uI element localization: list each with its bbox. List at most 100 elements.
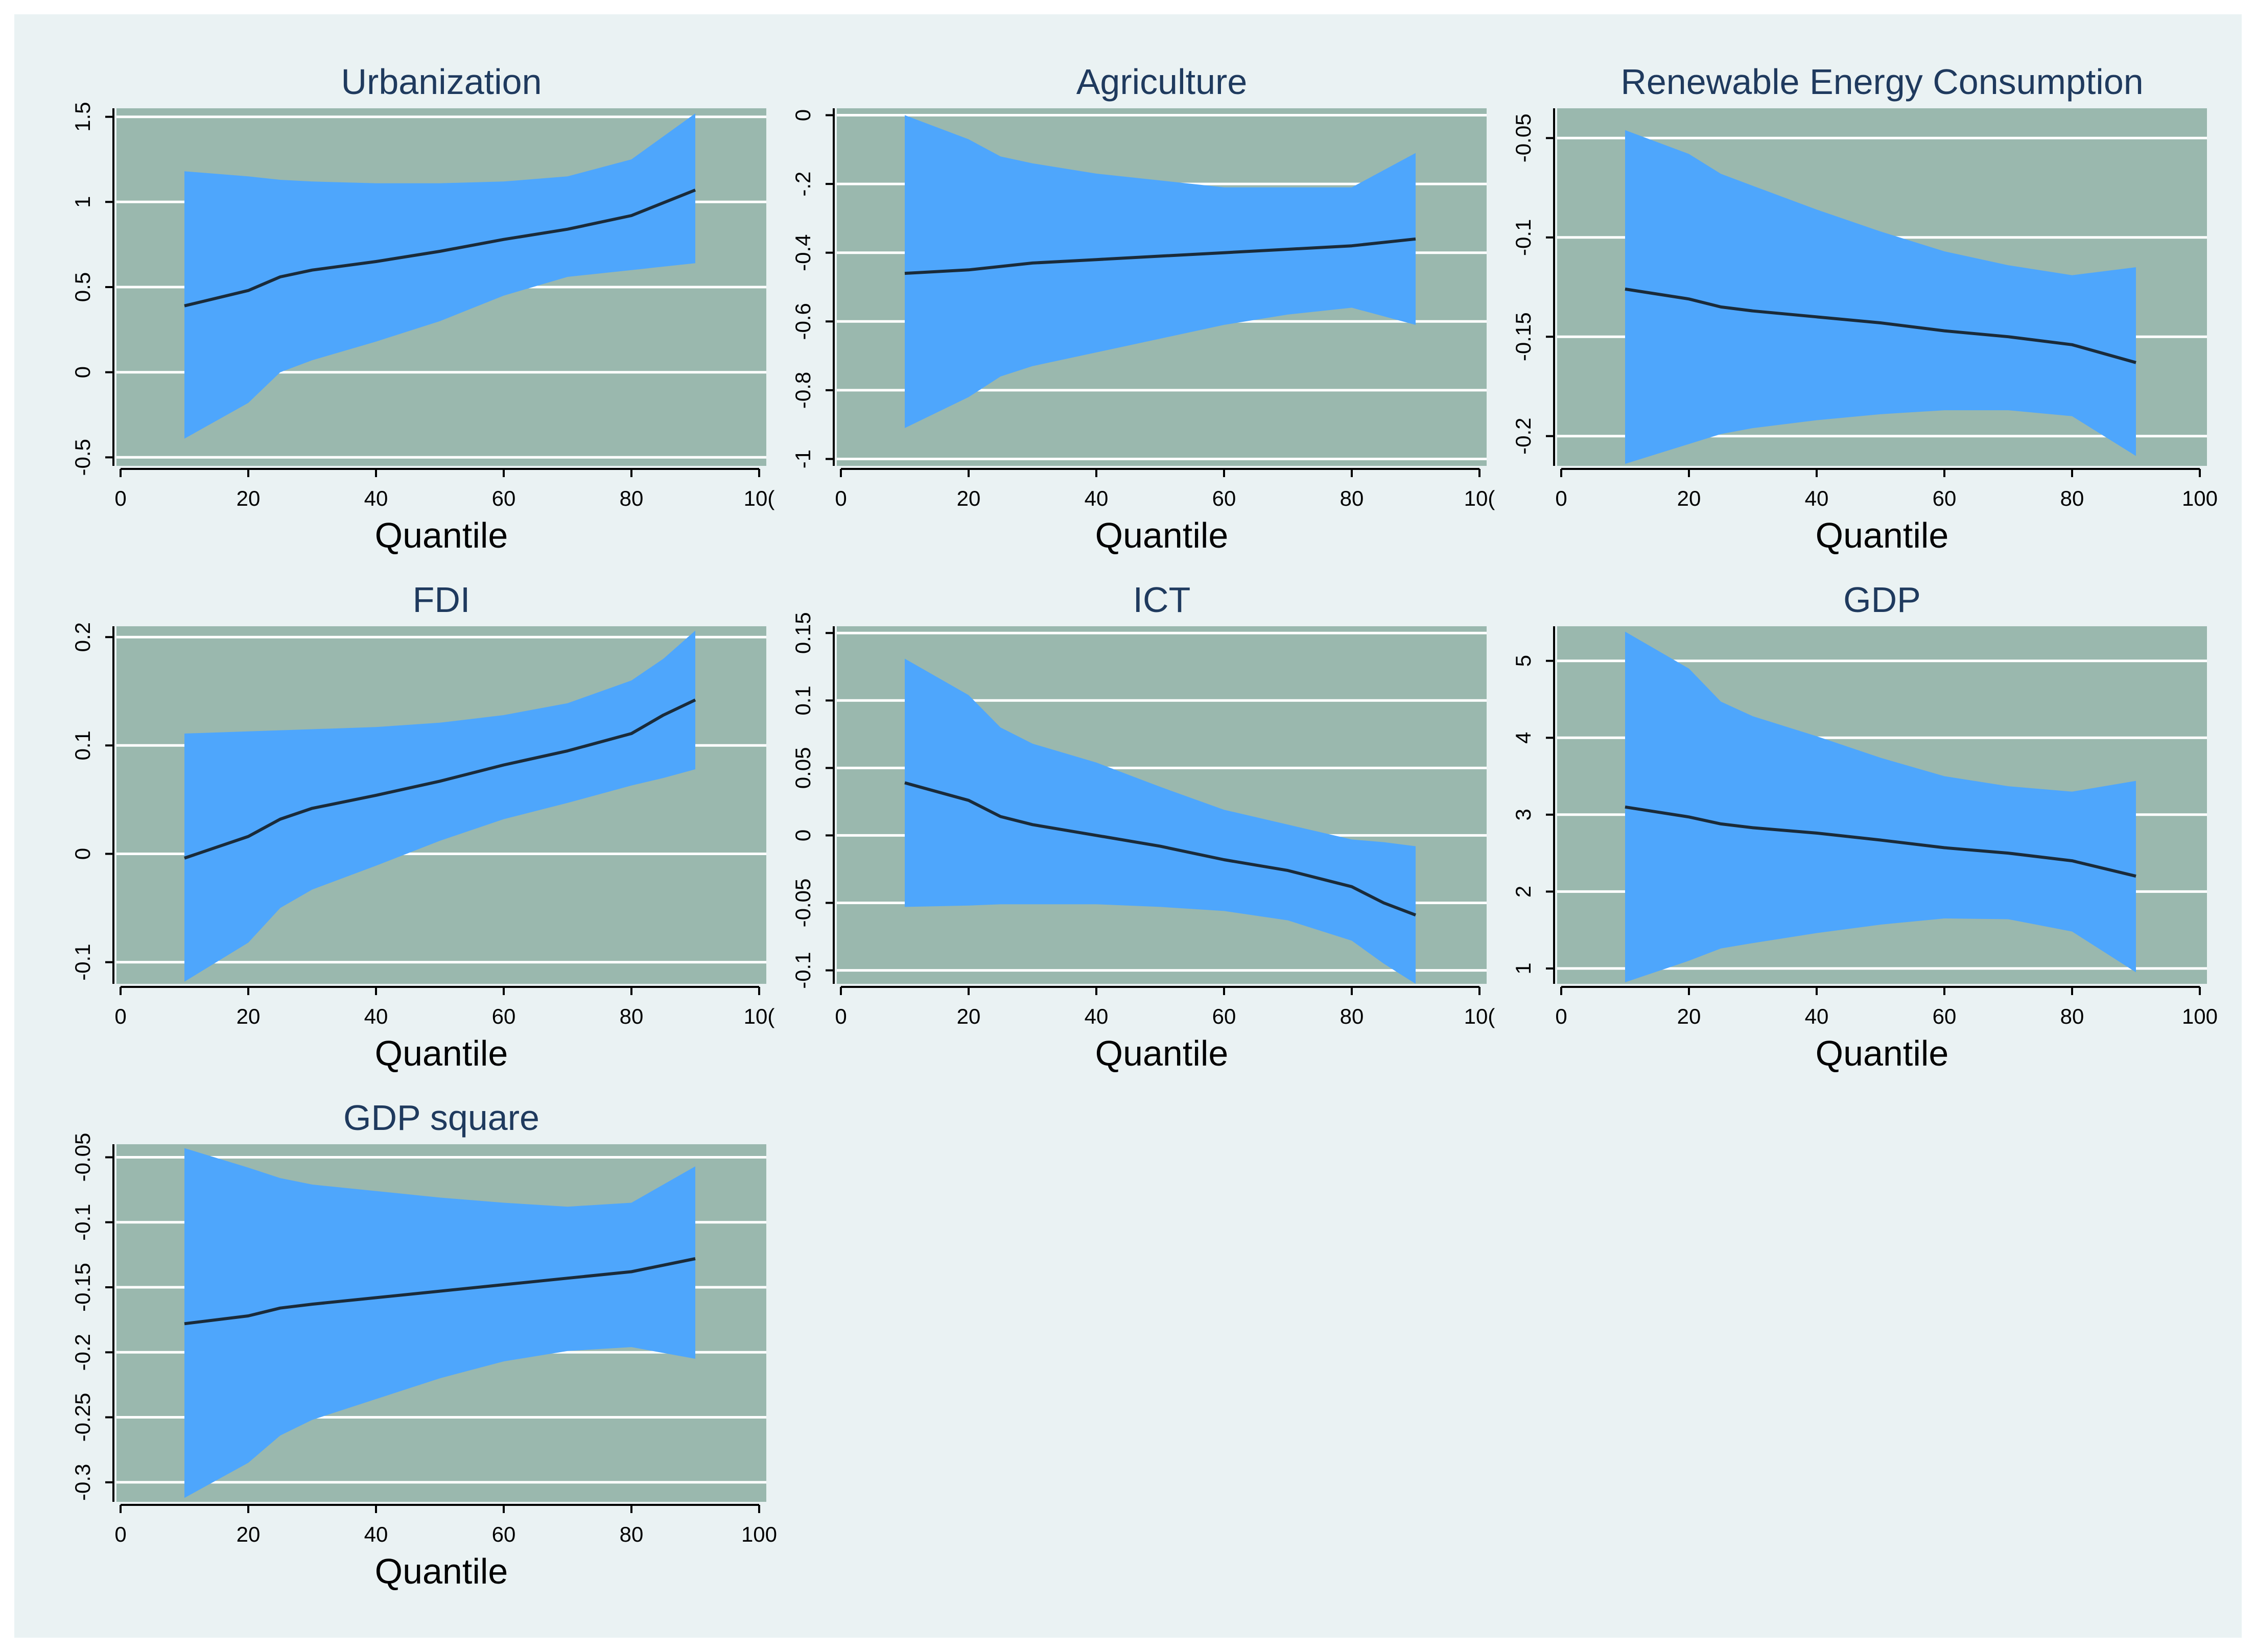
y-tick-label: -0.3 xyxy=(70,1464,95,1501)
y-tick-label: -0.8 xyxy=(791,372,815,409)
y-tick-label: -0.2 xyxy=(70,1334,95,1371)
x-tick-label: 20 xyxy=(237,486,261,510)
x-tick-label: 0 xyxy=(835,486,847,510)
y-tick-label: 0.2 xyxy=(70,622,95,652)
estimate-line xyxy=(184,698,696,860)
x-axis-title: Quantile xyxy=(375,1551,508,1591)
estimate-line xyxy=(1625,287,2136,364)
y-tick-label: -1 xyxy=(791,450,815,468)
confidence-band xyxy=(184,113,695,439)
x-tick-label: 40 xyxy=(1085,1004,1109,1028)
x-tick-label: 40 xyxy=(1085,486,1109,510)
x-tick-label: 20 xyxy=(1677,1004,1701,1028)
x-tick-label: 60 xyxy=(492,486,516,510)
x-tick-label: 20 xyxy=(957,486,981,510)
x-tick-label: 40 xyxy=(1805,486,1829,510)
x-tick-label: 0 xyxy=(114,1522,126,1546)
y-tick-label: -0.1 xyxy=(1511,219,1535,256)
chart-panels: -0.500.511.50 20 40 60 80 10(UrbanizationQuan… xyxy=(70,62,2218,1591)
x-tick-label: 10( xyxy=(1464,486,1495,510)
x-tick-label: 80 xyxy=(2060,486,2084,510)
x-tick-label: 10( xyxy=(744,486,775,510)
y-tick-label: 0 xyxy=(791,109,815,121)
x-tick-label: 20 xyxy=(237,1004,261,1028)
x-tick-label: 0 xyxy=(114,1004,126,1028)
y-tick-label: -0.05 xyxy=(791,879,815,928)
x-tick-label: 80 xyxy=(620,486,644,510)
panel-renewable-energy-consumption: -0.2 -0.15 -0.1 -0.05 0 20 40 60 80 100 Renewable … xyxy=(1511,62,2218,555)
x-tick-label: 100 xyxy=(2182,486,2218,510)
y-tick-label: 0.15 xyxy=(791,612,815,654)
estimate-line xyxy=(184,188,696,308)
x-tick-label: 0 xyxy=(835,1004,847,1028)
x-tick-label: 60 xyxy=(1933,486,1957,510)
y-tick-label: -0.15 xyxy=(70,1263,95,1312)
y-tick-label: -0.25 xyxy=(70,1393,95,1442)
chart-title: GDP square xyxy=(343,1098,539,1138)
chart-title: Renewable Energy Consumption xyxy=(1620,62,2143,102)
estimate-line xyxy=(184,1257,696,1326)
x-tick-label: 60 xyxy=(1212,1004,1236,1028)
y-tick-label: 0.1 xyxy=(791,686,815,715)
y-tick-label: -0.1 xyxy=(70,1204,95,1241)
y-tick-label: -.2 xyxy=(791,172,815,197)
estimate-line xyxy=(904,237,1416,275)
y-tick-label: -0.05 xyxy=(70,1133,95,1182)
y-tick-label: 1 xyxy=(70,196,95,208)
y-tick-label: 0 xyxy=(70,848,95,860)
x-tick-label: 40 xyxy=(364,1522,388,1546)
y-tick-label: -0.6 xyxy=(791,303,815,340)
x-tick-label: 60 xyxy=(492,1522,516,1546)
y-tick-label: 1.5 xyxy=(70,102,95,132)
x-tick-label: 0 xyxy=(114,486,126,510)
y-tick-label: -0.2 xyxy=(1511,418,1535,455)
x-axis-title: Quantile xyxy=(1095,515,1229,555)
y-tick-label: -0.1 xyxy=(70,943,95,980)
y-tick-label: 0.05 xyxy=(791,747,815,789)
y-tick-label: -0.1 xyxy=(791,952,815,988)
panel-fdi: -0.1 0 0.1 0.2 0 20 40 60 80 10(FDI Quantile xyxy=(70,580,774,1073)
x-tick-label: 80 xyxy=(620,1522,644,1546)
x-tick-label: 100 xyxy=(741,1522,777,1546)
confidence-band xyxy=(1625,631,2136,982)
x-tick-label: 100 xyxy=(2182,1004,2218,1028)
panel-ict: -0.1 -0.05 0 0.05 0.1 0.15 0 20 40 60 80 10(ICT Quan… xyxy=(791,580,1495,1073)
chart-title: Agriculture xyxy=(1076,62,1248,102)
estimate-line xyxy=(904,781,1417,917)
x-tick-label: 10( xyxy=(744,1004,775,1028)
confidence-band xyxy=(905,115,1416,428)
chart-title: GDP xyxy=(1843,580,1921,620)
x-tick-label: 80 xyxy=(1340,486,1364,510)
x-tick-label: 0 xyxy=(1555,1004,1567,1028)
x-tick-label: 40 xyxy=(1805,1004,1829,1028)
confidence-band xyxy=(905,658,1416,984)
panel-gdp-square: -0.3 -0.25 -0.2 -0.15 -0.1 -0.05 0 20 40 60 80 100 G… xyxy=(70,1098,777,1591)
x-tick-label: 60 xyxy=(492,1004,516,1028)
x-axis-title: Quantile xyxy=(1816,1033,1949,1073)
x-tick-label: 20 xyxy=(957,1004,981,1028)
x-tick-label: 20 xyxy=(1677,486,1701,510)
y-tick-label: -0.4 xyxy=(791,234,815,271)
y-tick-label: 4 xyxy=(1511,732,1535,744)
x-tick-label: 80 xyxy=(2060,1004,2084,1028)
y-tick-label: -0.5 xyxy=(70,439,95,476)
chart-title: FDI xyxy=(413,580,471,620)
y-tick-label: 5 xyxy=(1511,655,1535,667)
y-tick-label: 1 xyxy=(1511,962,1535,974)
x-tick-label: 40 xyxy=(364,486,388,510)
y-tick-label: 0 xyxy=(70,366,95,378)
y-tick-label: 3 xyxy=(1511,809,1535,820)
x-tick-label: 0 xyxy=(1555,486,1567,510)
x-tick-label: 60 xyxy=(1933,1004,1957,1028)
y-tick-label: 0 xyxy=(791,830,815,841)
panel-gdp: 1 2 3 4 5 0 20 40 60 80 100 GDP Quantile xyxy=(1511,580,2218,1073)
y-tick-label: 2 xyxy=(1511,886,1535,898)
x-tick-label: 40 xyxy=(364,1004,388,1028)
x-tick-label: 20 xyxy=(237,1522,261,1546)
x-axis-title: Quantile xyxy=(1095,1033,1229,1073)
chart-title: Urbanization xyxy=(341,62,542,102)
y-tick-label: 0.5 xyxy=(70,272,95,302)
confidence-band xyxy=(1625,130,2136,464)
x-axis-title: Quantile xyxy=(375,1033,508,1073)
